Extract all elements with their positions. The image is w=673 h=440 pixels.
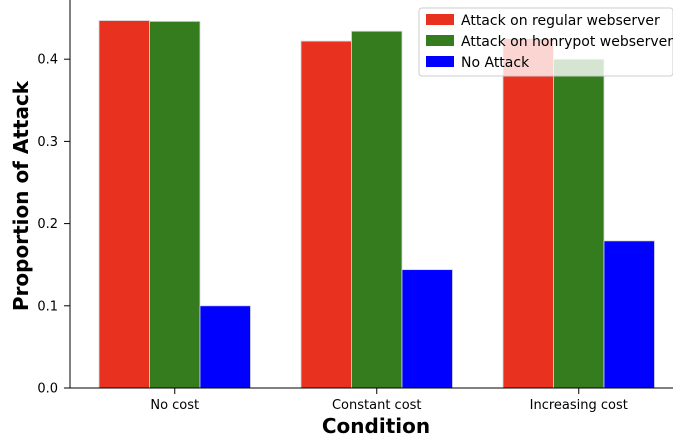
bar-1-1 [351,30,403,389]
legend-swatch-1 [426,35,454,46]
axes-group [69,0,673,389]
y-tick-label: 0.0 [37,382,58,397]
y-tick-label: 0.1 [37,299,58,314]
bar-2-2 [603,240,655,389]
y-tick-label: 0.3 [37,135,58,150]
legend-box [418,7,673,77]
legend: Attack on regular webserver Attack on hon… [418,7,673,77]
legend-swatch-2 [426,56,454,67]
bar-0-0 [98,20,150,389]
x-tick-label: Constant cost [332,398,422,413]
legend-label-2: No Attack [461,55,530,71]
legend-label-0: Attack on regular webserver [461,13,660,29]
bar-1-0 [300,40,352,389]
y-ticks-group: 0.0 0.1 0.2 0.3 0.4 [37,53,70,397]
y-tick-label: 0.2 [37,217,58,232]
x-ticks-group: No cost Constant cost Increasing cost [150,388,628,413]
legend-label-1: Attack on honrypot webserver [461,34,673,50]
bar-2-1 [553,58,605,389]
bar-2-0 [502,38,554,389]
bars-group [98,20,655,389]
x-tick-label: No cost [150,398,199,413]
bar-1-2 [401,269,453,389]
legend-swatch-0 [426,14,454,25]
y-axis-title: Proportion of Attack [9,80,33,311]
y-tick-label: 0.4 [37,53,58,68]
x-axis-title: Condition [322,414,430,438]
bar-0-2 [199,305,251,389]
bar-0-1 [149,20,201,389]
x-tick-label: Increasing cost [530,398,628,413]
